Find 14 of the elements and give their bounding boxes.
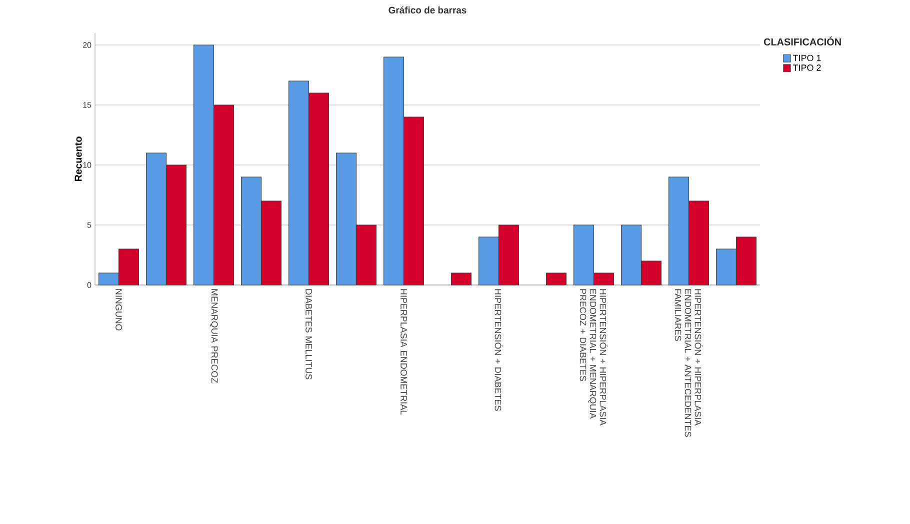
x-tick-label: HIPERTENSIÓN + HIPERPLASIA ENDOMETRIAL + MENARQUIA PRECOZ + DIABETES [580, 289, 608, 426]
x-tick-label: DIABETES MELLITUS [306, 289, 312, 380]
bar [450, 272, 472, 286]
x-tick-label: NINGUNO [116, 289, 122, 330]
bar [546, 272, 567, 286]
x-tick-label: HIPERPLASIA ENDOMETRIAL [400, 289, 407, 415]
legend-label: TIPO 1 [793, 54, 821, 62]
chart-title: Gráfico de barras [388, 6, 466, 14]
legend-label: TIPO 2 [793, 64, 821, 71]
x-tick-label: HIPERTENSIÓN + DIABETES [494, 289, 503, 411]
x-tick-label: HIPERTENSIÓN + HIPERPLASIA ENDOMETRIAL + ANTECEDENTES FAMILIARES [674, 289, 703, 437]
y-axis-title: Recuento [74, 136, 82, 182]
x-tick-label: MENARQUIA PRECOZ [210, 289, 218, 383]
legend-title: CLASIFICACIÓN [764, 36, 841, 46]
